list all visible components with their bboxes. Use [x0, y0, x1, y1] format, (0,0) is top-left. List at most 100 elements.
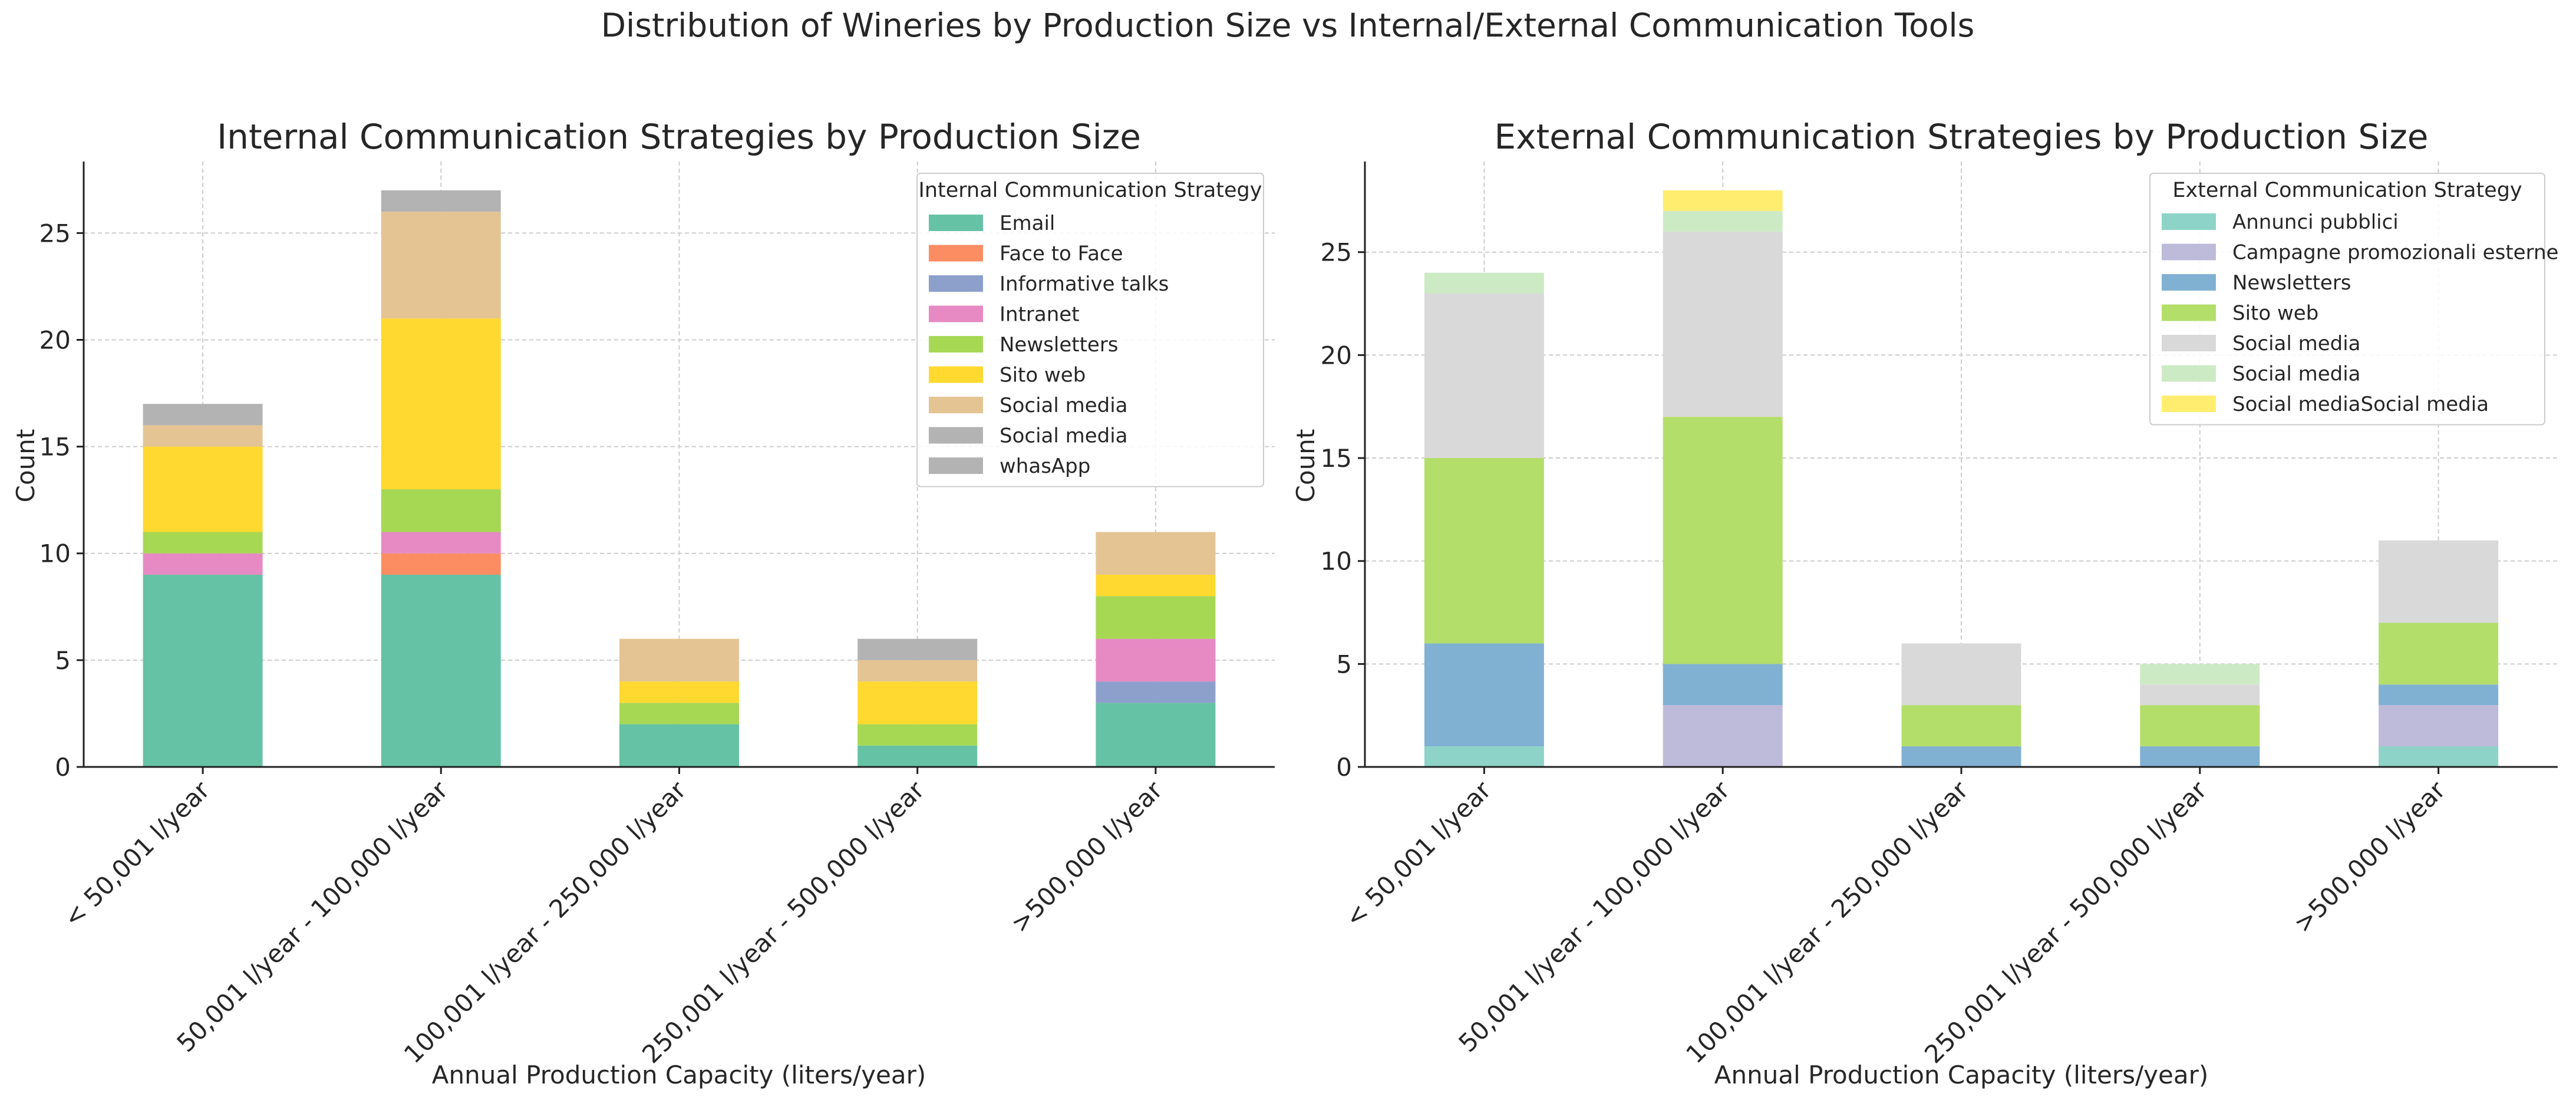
external-bar-newsletters-2-cat-2 — [1901, 746, 2021, 767]
internal-legend-swatch-2 — [929, 275, 983, 292]
external-bar-campagne-promozionali-esterne-1-cat-1 — [1663, 705, 1783, 767]
external-bar-newsletters-2-cat-4 — [2379, 684, 2499, 706]
internal-legend-label-4: Newsletters — [1000, 333, 1119, 357]
internal-bar-email-0-cat-2 — [619, 724, 739, 767]
figure-title: Distribution of Wineries by Production S… — [601, 6, 1975, 44]
external-bar-campagne-promozionali-esterne-1-cat-4 — [2379, 705, 2499, 747]
internal-bar-email-0-cat-0 — [143, 574, 263, 767]
external-legend: External Communication Strategy Annunci p… — [2149, 173, 2558, 426]
external-y-tick-label: 5 — [1336, 650, 1352, 679]
internal-bar-face-to-face-1-cat-1 — [381, 553, 501, 575]
external-legend-title: External Communication Strategy — [2172, 179, 2522, 202]
internal-bar-social-media-6-cat-1 — [381, 212, 501, 319]
internal-chart: Internal Communication Strategies by Pro… — [11, 117, 1275, 1089]
internal-legend-swatch-4 — [929, 336, 983, 353]
internal-bar-sito-web-5-cat-4 — [1096, 574, 1216, 597]
internal-x-tick-label-1: 50,001 l/year - 100,000 l/year — [171, 775, 453, 1058]
internal-legend: Internal Communication Strategy Email Face… — [916, 173, 1264, 488]
internal-legend-label-5: Sito web — [1000, 364, 1086, 387]
external-bar-social-media-5-cat-1 — [1663, 210, 1783, 232]
external-bar-social-media-4-cat-2 — [1901, 643, 2021, 706]
internal-legend-label-1: Face to Face — [1000, 242, 1123, 266]
external-bar-social-media-4-cat-0 — [1424, 293, 1544, 459]
external-bars — [1424, 190, 2499, 767]
internal-legend-label-6: Social media — [1000, 394, 1128, 417]
internal-legend-box — [916, 173, 1264, 488]
internal-y-ticks: 0 5 10 15 20 25 — [39, 219, 84, 782]
external-bar-sito-web-3-cat-2 — [1901, 705, 2021, 747]
internal-bar-intranet-3-cat-0 — [143, 553, 263, 575]
external-y-ticks: 0 5 10 15 20 25 — [1321, 238, 1365, 782]
external-bar-sito-web-3-cat-1 — [1663, 417, 1783, 664]
internal-bar-sito-web-5-cat-2 — [619, 681, 739, 703]
internal-legend-swatch-7 — [929, 427, 983, 444]
external-bar-sito-web-3-cat-0 — [1424, 458, 1544, 644]
external-chart-title: External Communication Strategies by Pro… — [1495, 117, 2429, 157]
internal-bars — [143, 190, 1216, 767]
external-legend-label-0: Annunci pubblici — [2232, 210, 2399, 234]
internal-bar-intranet-3-cat-4 — [1096, 638, 1216, 682]
internal-x-tick-label-3: 250,001 l/year - 500,000 l/year — [636, 775, 930, 1069]
internal-x-tick-label-0: < 50,001 l/year — [58, 775, 215, 933]
internal-legend-label-2: Informative talks — [1000, 272, 1169, 296]
external-x-tick-label-3: 250,001 l/year - 500,000 l/year — [1919, 775, 2212, 1069]
external-y-axis-label: Count — [1291, 429, 1320, 503]
internal-bar-newsletters-4-cat-3 — [857, 724, 978, 746]
internal-legend-title: Internal Communication Strategy — [919, 179, 1262, 202]
internal-bar-email-0-cat-1 — [381, 574, 501, 767]
external-legend-swatch-4 — [2162, 335, 2216, 351]
external-bar-newsletters-2-cat-0 — [1424, 643, 1544, 747]
external-x-tick-label-4: >500,000 l/year — [2288, 775, 2451, 938]
external-y-tick-label: 15 — [1321, 444, 1352, 473]
external-y-tick-label: 0 — [1336, 753, 1352, 782]
external-legend-label-2: Newsletters — [2232, 271, 2351, 295]
external-x-tick-label-1: 50,001 l/year - 100,000 l/year — [1453, 775, 1735, 1058]
internal-legend-label-7: Social media — [1000, 424, 1128, 448]
internal-legend-label-3: Intranet — [1000, 303, 1080, 327]
external-legend-swatch-3 — [2162, 304, 2216, 321]
internal-y-tick-label: 20 — [39, 325, 71, 354]
internal-bar-social-media-6-cat-3 — [857, 660, 978, 682]
external-bar-social-media-5-cat-3 — [2140, 664, 2260, 685]
external-bar-annunci-pubblici-0-cat-4 — [2379, 746, 2499, 767]
internal-bar-email-0-cat-3 — [857, 745, 978, 767]
external-bar-newsletters-2-cat-1 — [1663, 664, 1783, 706]
external-legend-label-5: Social media — [2232, 363, 2361, 386]
internal-legend-swatch-1 — [929, 245, 983, 262]
internal-bar-social-media-7-cat-3 — [857, 638, 978, 660]
external-bar-social-media-5-cat-0 — [1424, 272, 1544, 294]
external-bar-social-media-4-cat-1 — [1663, 231, 1783, 417]
external-y-tick-label: 20 — [1321, 341, 1352, 370]
internal-y-tick-label: 25 — [39, 219, 71, 248]
internal-bar-sito-web-5-cat-1 — [381, 318, 501, 490]
external-legend-swatch-2 — [2162, 274, 2216, 291]
internal-x-tick-label-4: >500,000 l/year — [1005, 775, 1169, 938]
internal-legend-swatch-8 — [929, 457, 983, 474]
internal-legend-label-8: whasApp — [1000, 455, 1090, 478]
internal-legend-swatch-0 — [929, 215, 983, 231]
external-bar-annunci-pubblici-0-cat-0 — [1424, 746, 1544, 767]
internal-bar-newsletters-4-cat-2 — [619, 703, 739, 724]
external-y-tick-label: 10 — [1321, 547, 1352, 576]
internal-bar-informative-talks-2-cat-4 — [1096, 681, 1216, 703]
external-bar-social-media-4-cat-4 — [2379, 540, 2499, 623]
internal-x-axis-label: Annual Production Capacity (liters/year) — [432, 1061, 926, 1089]
external-legend-swatch-5 — [2162, 365, 2216, 382]
external-y-tick-label: 25 — [1321, 238, 1352, 267]
internal-y-tick-label: 0 — [55, 753, 71, 782]
external-legend-swatch-0 — [2162, 213, 2216, 230]
external-legend-swatch-1 — [2162, 243, 2216, 261]
external-bar-newsletters-2-cat-3 — [2140, 746, 2260, 767]
internal-legend-swatch-3 — [929, 305, 983, 322]
internal-y-tick-label: 5 — [55, 646, 71, 675]
external-x-axis-label: Annual Production Capacity (liters/year) — [1714, 1061, 2208, 1089]
external-legend-label-4: Social media — [2232, 332, 2361, 355]
internal-bar-sito-web-5-cat-3 — [857, 681, 978, 724]
external-legend-label-1: Campagne promozionali esterne — [2232, 241, 2558, 265]
internal-x-tick-label-2: 100,001 l/year - 250,000 l/year — [398, 775, 692, 1069]
external-chart: External Communication Strategies by Pro… — [1291, 117, 2558, 1089]
internal-legend-label-0: Email — [1000, 212, 1055, 235]
